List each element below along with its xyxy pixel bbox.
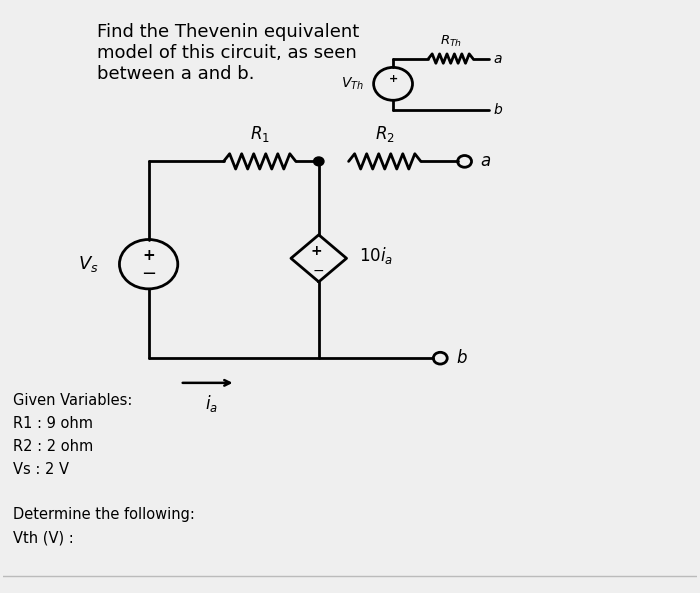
Circle shape [314,157,324,166]
Text: $b$: $b$ [456,349,468,367]
Text: $V_{Th}$: $V_{Th}$ [341,76,364,92]
Text: −: − [141,264,156,283]
Text: b: b [494,103,503,117]
Text: $R_{Th}$: $R_{Th}$ [440,33,462,49]
Text: +: + [310,244,322,259]
Text: $10i_a$: $10i_a$ [359,245,393,266]
Text: $R_2$: $R_2$ [374,124,395,144]
Text: +: + [142,248,155,263]
Text: $i_a$: $i_a$ [204,393,218,415]
Text: +: + [389,74,398,84]
Text: a: a [494,52,503,66]
Text: $V_s$: $V_s$ [78,254,99,274]
Text: Given Variables:
R1 : 9 ohm
R2 : 2 ohm
Vs : 2 V

Determine the following:
Vth (V: Given Variables: R1 : 9 ohm R2 : 2 ohm V… [13,393,195,545]
Text: $R_1$: $R_1$ [250,124,270,144]
Text: −: − [313,264,325,278]
Text: $a$: $a$ [480,152,491,170]
Text: Find the Thevenin equivalent
model of this circuit, as seen
between a and b.: Find the Thevenin equivalent model of th… [97,23,359,83]
